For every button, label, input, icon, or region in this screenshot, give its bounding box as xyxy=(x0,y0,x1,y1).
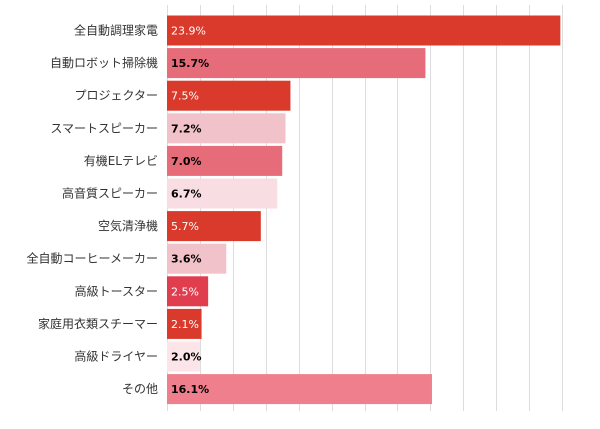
category-label: スマートスピーカー xyxy=(50,121,158,135)
category-label: 家庭用衣類スチーマー xyxy=(38,316,158,331)
bar xyxy=(167,341,200,372)
bar xyxy=(167,80,291,111)
category-label: 有機ELテレビ xyxy=(84,153,158,168)
bar xyxy=(167,178,278,209)
category-label: 高級ドライヤー xyxy=(74,349,158,364)
bar xyxy=(167,308,202,339)
value-labels: 23.9% 15.7% 7.5% 7.2% 7.0% 6.7% 5.7% 3.6% 2.5% 2.… xyxy=(171,25,209,397)
value-label: 16.1% xyxy=(171,383,209,396)
bar xyxy=(167,276,209,307)
category-label: 全自動コーヒーメーカー xyxy=(26,251,158,266)
bar xyxy=(167,243,227,274)
category-label: 高音質スピーカー xyxy=(62,186,158,201)
category-labels: 全自動調理家電自動ロボット掃除機プロジェクタースマートスピーカー有機ELテレビ高… xyxy=(26,23,158,397)
bar xyxy=(167,15,561,46)
category-label: 自動ロボット掃除機 xyxy=(50,55,158,70)
value-label: 3.6% xyxy=(171,253,202,266)
value-label: 7.0% xyxy=(171,155,202,168)
value-label: 2.1% xyxy=(171,318,199,331)
category-label: その他 xyxy=(122,382,158,396)
value-label: 23.9% xyxy=(171,25,206,38)
bar xyxy=(167,374,432,405)
value-label: 6.7% xyxy=(171,188,202,201)
bars xyxy=(167,15,561,405)
value-label: 7.5% xyxy=(171,90,199,103)
category-label: 全自動調理家電 xyxy=(74,23,158,38)
bar xyxy=(167,48,426,79)
category-label: 高級トースター xyxy=(75,283,158,298)
category-label: 空気清浄機 xyxy=(98,218,158,233)
value-label: 2.0% xyxy=(171,351,202,364)
value-label: 7.2% xyxy=(171,122,202,135)
value-label: 15.7% xyxy=(171,57,209,70)
value-label: 5.7% xyxy=(171,220,199,233)
category-label: プロジェクター xyxy=(74,89,158,103)
bar xyxy=(167,145,283,176)
value-label: 2.5% xyxy=(171,285,199,298)
bar xyxy=(167,211,261,242)
bar xyxy=(167,113,286,144)
